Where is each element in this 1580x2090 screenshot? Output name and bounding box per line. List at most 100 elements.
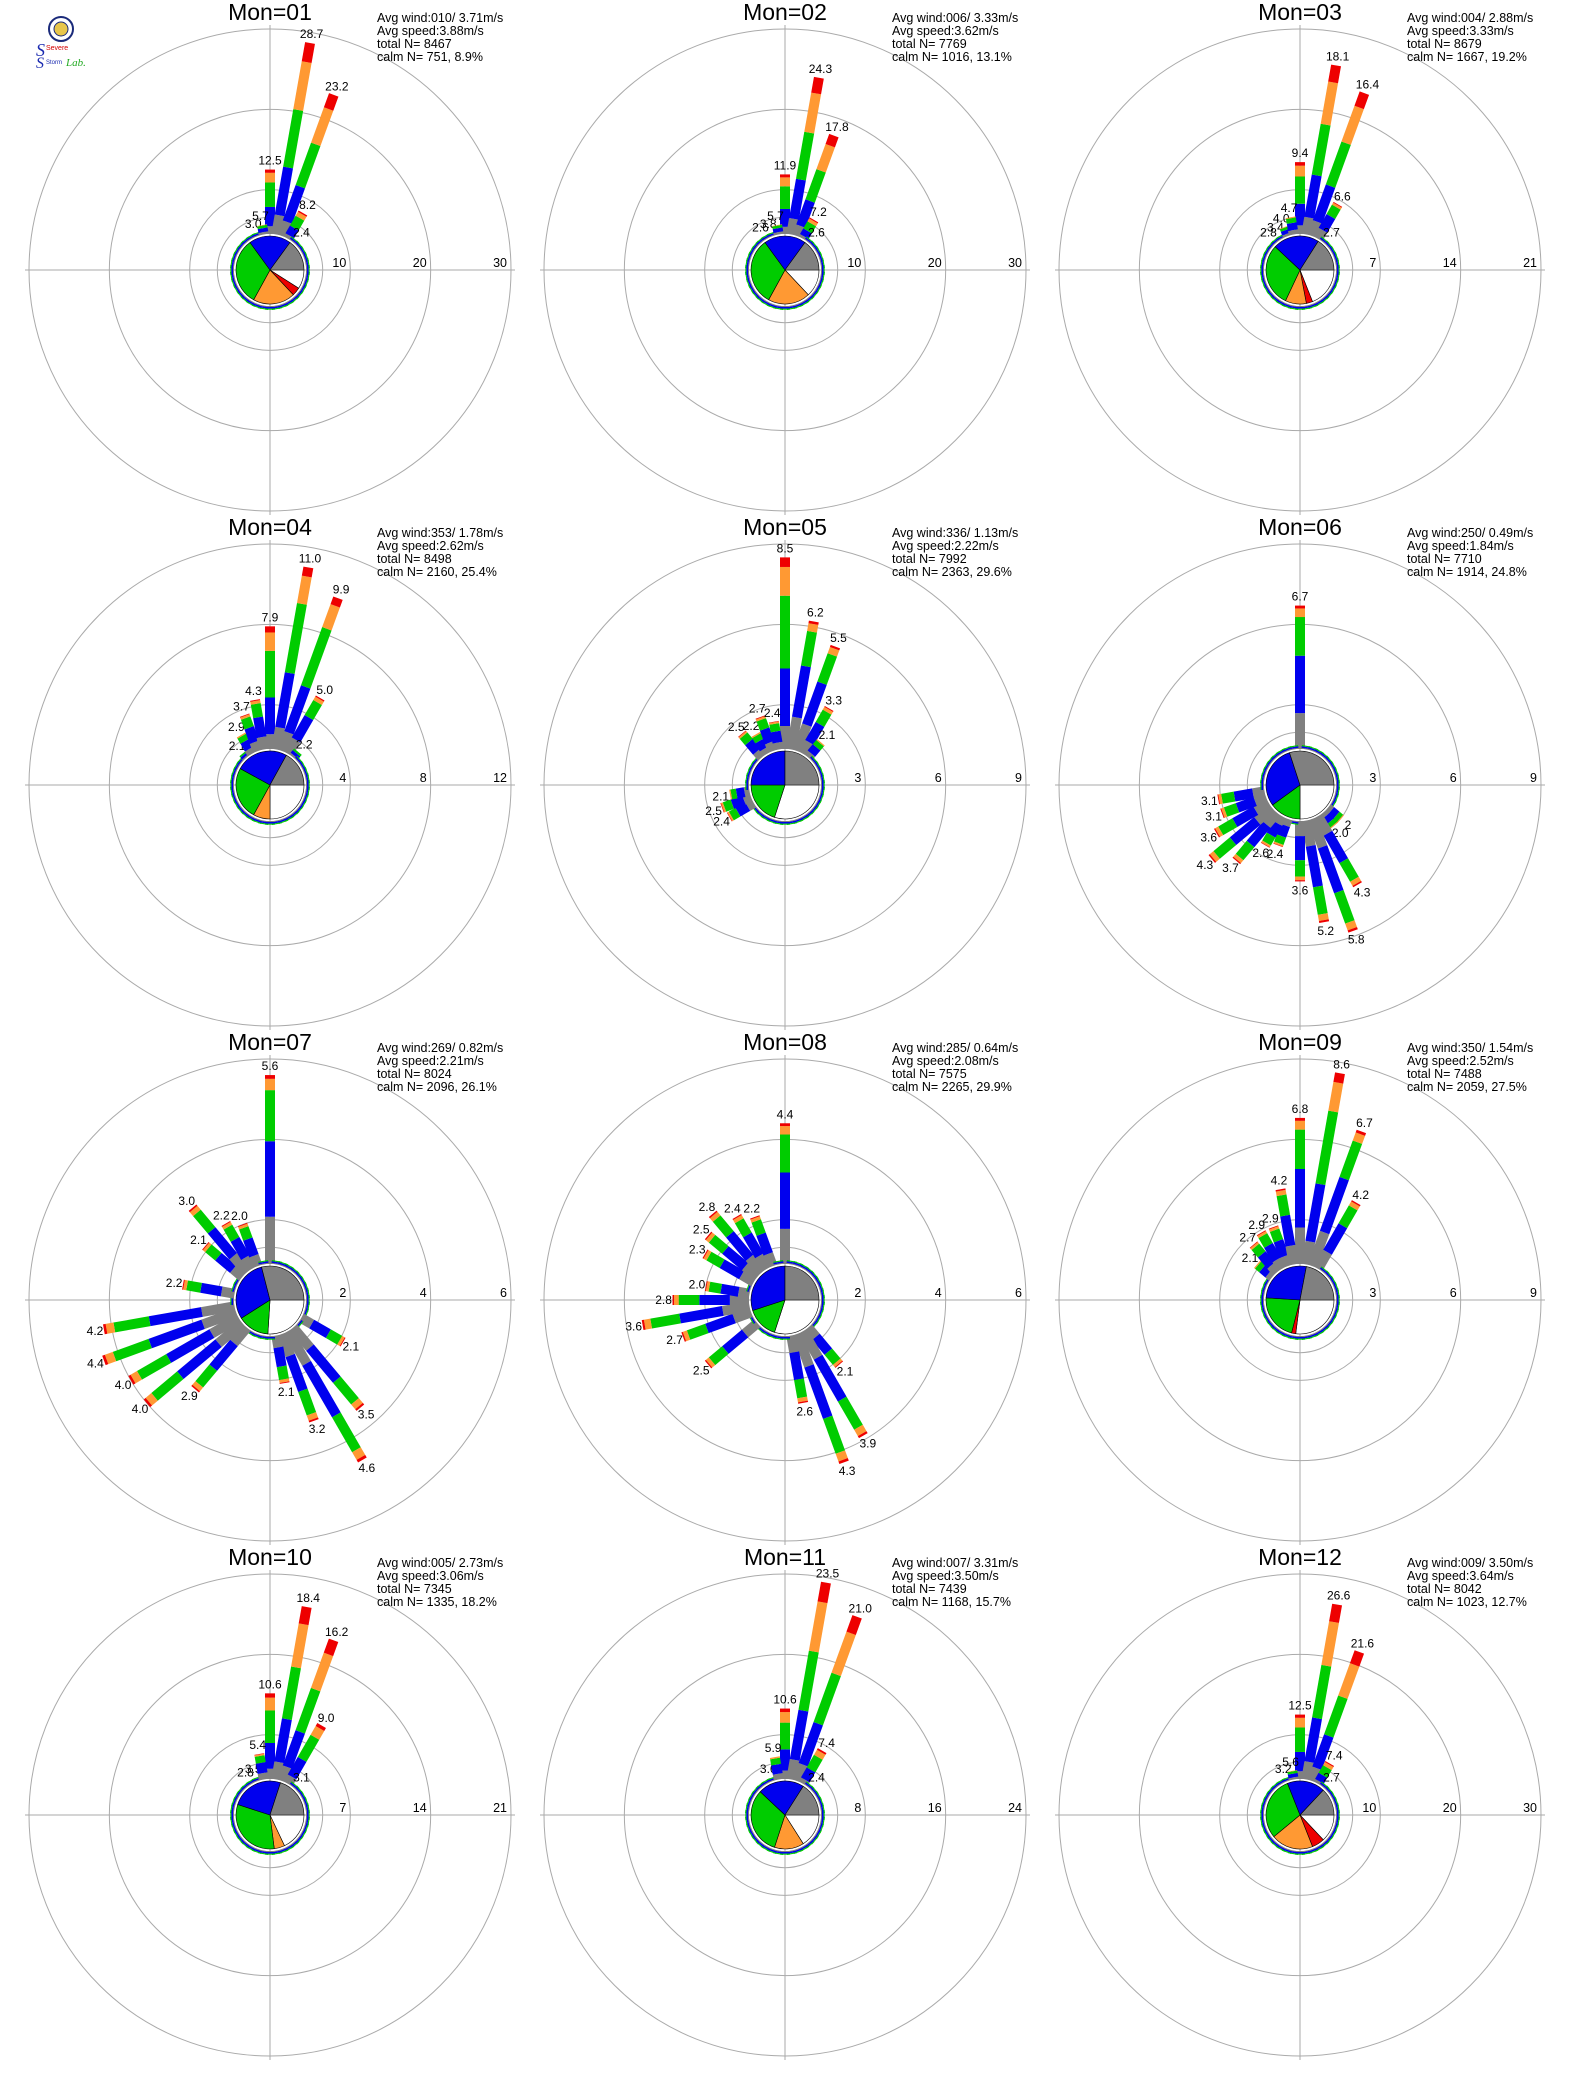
ring-label: 12 xyxy=(493,771,507,785)
bar-segment xyxy=(815,799,822,810)
bar-segment xyxy=(1272,1783,1281,1791)
bar-segment xyxy=(809,1319,817,1328)
bar-segment xyxy=(739,1270,757,1287)
bar-segment xyxy=(1333,1282,1338,1293)
bar-segment xyxy=(297,1734,320,1762)
bar-segment xyxy=(247,1328,257,1335)
bar-segment xyxy=(239,1226,253,1241)
bar-segment xyxy=(1263,284,1270,295)
bar-segment xyxy=(1267,756,1275,766)
bar-segment xyxy=(1271,752,1281,760)
bar-segment xyxy=(1267,289,1275,299)
bar-segment xyxy=(297,210,308,217)
bar-segment xyxy=(1317,845,1344,894)
bar-segment xyxy=(303,252,308,263)
bar-segment xyxy=(298,1277,305,1287)
bar-segment xyxy=(151,1371,184,1401)
bar-segment xyxy=(1313,227,1328,242)
windrose-panel: Mon=09 3 6 9 6.8 8.6 6.7 4.2 2.1 2.7 2.9 2.9 4.2 Avg … xyxy=(1055,1030,1575,1550)
bar-segment xyxy=(298,798,305,808)
pie-slice xyxy=(1273,1814,1313,1850)
bar-segment xyxy=(1329,246,1336,256)
bar-segment xyxy=(283,737,301,757)
bar-segment xyxy=(797,1396,808,1403)
bar-segment xyxy=(817,653,838,685)
bar-segment xyxy=(1301,1240,1316,1266)
bar-segment xyxy=(721,1301,751,1316)
bar-segment xyxy=(1333,277,1338,288)
windrose-panel: Mon=05 3 6 9 8.5 6.2 5.5 3.3 2.1 2.4 2.5 2.1 2.5 2.2 2… xyxy=(540,515,1060,1035)
bar-segment xyxy=(323,93,339,111)
bar-segment xyxy=(748,284,755,295)
windrose-svg: Mon=107 14 2110.618.416.29.03.12.83.55.4Av… xyxy=(25,1545,515,2060)
bar-value-label: 21.0 xyxy=(849,1601,873,1615)
bar-segment xyxy=(298,762,305,772)
bar-segment xyxy=(809,242,817,251)
bar-segment xyxy=(240,811,250,819)
bar-segment xyxy=(252,232,263,237)
bar-segment xyxy=(762,298,772,305)
bar-segment xyxy=(234,1276,241,1286)
bar-segment xyxy=(1229,817,1261,846)
bar-segment xyxy=(702,1249,709,1259)
bar-segment xyxy=(814,799,821,809)
bar-segment xyxy=(315,1723,326,1731)
bar-segment xyxy=(1319,1839,1328,1847)
bar-segment xyxy=(303,1797,308,1808)
ring-label: 30 xyxy=(1523,1801,1537,1815)
bar-segment xyxy=(242,1783,251,1791)
bar-segment xyxy=(719,1259,745,1280)
bar-segment xyxy=(760,300,771,307)
bar-segment xyxy=(298,1606,312,1626)
pie-slice xyxy=(774,1299,820,1335)
bar-segment xyxy=(804,238,813,246)
bar-value-label: 2.4 xyxy=(808,1770,825,1784)
bar-segment xyxy=(148,1307,203,1327)
pie-slice xyxy=(784,242,820,271)
bar-segment xyxy=(1320,751,1330,759)
ring-label: 14 xyxy=(1443,256,1457,270)
bar-segment xyxy=(232,252,237,263)
bar-segment xyxy=(237,733,250,744)
bar-segment xyxy=(1314,1329,1324,1336)
bar-segment xyxy=(1331,202,1342,210)
bar-segment xyxy=(257,227,269,234)
bar-segment xyxy=(748,760,755,771)
bar-segment xyxy=(298,1313,315,1329)
bar-value-label: 2.5 xyxy=(693,1363,710,1377)
bar-segment xyxy=(238,757,246,766)
bar-segment xyxy=(756,810,766,818)
bar-segment xyxy=(298,1388,317,1416)
bar-value-label: 2.1 xyxy=(837,1365,854,1379)
bar-segment xyxy=(751,290,759,300)
bar-segment xyxy=(730,795,746,809)
bar-value-label: 2.4 xyxy=(764,706,781,720)
bar-value-label: 9.4 xyxy=(1292,146,1309,160)
bar-segment xyxy=(192,1381,204,1392)
bar-segment xyxy=(352,1447,366,1460)
bar-segment xyxy=(730,788,738,800)
bar-segment xyxy=(1347,926,1358,933)
bar-segment xyxy=(756,718,770,731)
bar-segment xyxy=(1336,814,1344,824)
stat-line: Avg wind:336/ 1.13m/s xyxy=(892,526,1018,540)
bar-segment xyxy=(299,1829,306,1839)
bar-segment xyxy=(273,1346,287,1368)
bar-segment xyxy=(752,756,760,766)
bar-segment xyxy=(296,290,304,300)
bar-segment xyxy=(1266,240,1274,250)
bar-segment xyxy=(1328,1277,1335,1287)
bar-segment xyxy=(1223,803,1240,817)
bar-segment xyxy=(762,813,772,820)
bar-segment xyxy=(1325,1786,1333,1796)
bar-segment xyxy=(800,1767,816,1783)
bar-segment xyxy=(804,1782,814,1790)
bar-segment xyxy=(748,1829,755,1840)
bar-segment xyxy=(1268,242,1276,251)
bar-segment xyxy=(1329,1829,1336,1839)
bar-segment xyxy=(1270,1326,1280,1334)
bar-segment xyxy=(233,1275,240,1286)
bar-segment xyxy=(755,1781,765,1789)
